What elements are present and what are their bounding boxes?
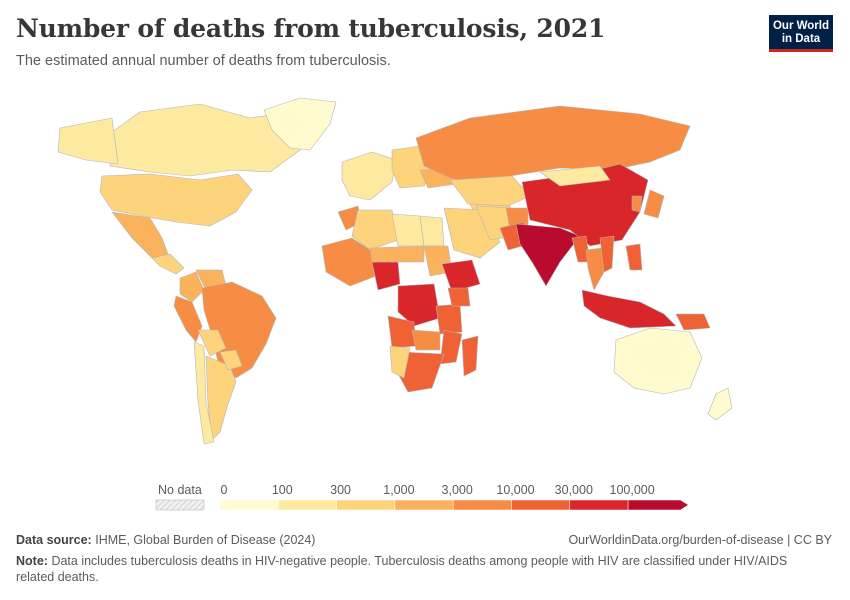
data-source-label: Data source: xyxy=(16,533,92,547)
legend-tick-label: 10,000 xyxy=(496,483,534,497)
region-colombia[interactable]: Colombia xyxy=(179,271,205,303)
chart-title: Number of deaths from tuberculosis, 2021 xyxy=(16,14,606,43)
region-india[interactable]: India xyxy=(515,223,581,287)
region-zambia[interactable]: Zambia xyxy=(411,329,441,351)
note-text: Data includes tuberculosis deaths in HIV… xyxy=(16,554,788,584)
region-chile[interactable]: Chile xyxy=(193,341,215,445)
region-mongolia[interactable]: Mongolia xyxy=(539,165,611,187)
data-source: Data source: IHME, Global Burden of Dise… xyxy=(16,533,315,547)
region-thailand[interactable]: Thailand xyxy=(585,247,605,291)
region-philippines[interactable]: Philippines xyxy=(625,243,643,271)
region-ethiopia[interactable]: Ethiopia xyxy=(441,259,481,293)
region-kenya[interactable]: Kenya xyxy=(447,287,471,307)
region-egypt[interactable]: Egypt xyxy=(419,215,445,247)
legend-bin-0 xyxy=(219,499,279,511)
region-nigeria[interactable]: Nigeria xyxy=(371,261,401,291)
map-legend: No data 0 100 300 1,000 3,000 10,000 30,000 100,… xyxy=(155,483,689,511)
legend-no-data-swatch xyxy=(155,499,205,511)
region-peru[interactable]: Peru xyxy=(173,295,203,343)
region-papua-new-guinea[interactable]: Papua New Guinea xyxy=(675,313,711,331)
region-kazakhstan[interactable]: Kazakhstan xyxy=(449,175,531,207)
region-brazil[interactable]: Brazil xyxy=(201,281,277,379)
logo-line-2: in Data xyxy=(781,33,821,45)
legend-tick-label: 3,000 xyxy=(442,483,473,497)
data-source-text[interactable]: IHME, Global Burden of Disease (2024) xyxy=(95,533,316,547)
region-central-america[interactable]: Central America xyxy=(151,253,185,275)
legend-bin-3 xyxy=(394,499,454,511)
legend-bin-2 xyxy=(336,499,396,511)
region-western-europe[interactable]: Western Europe xyxy=(341,151,397,201)
legend-tick-label: 300 xyxy=(330,483,351,497)
legend-no-data-label: No data xyxy=(158,483,202,497)
region-canada[interactable]: Canada xyxy=(109,103,321,177)
region-sahel[interactable]: Sahel xyxy=(369,245,425,263)
region-united-states[interactable]: United States xyxy=(99,173,253,227)
logo-line-1: Our World xyxy=(772,20,829,32)
region-algeria[interactable]: Algeria xyxy=(351,209,399,251)
region-libya[interactable]: Libya xyxy=(391,213,425,247)
region-tanzania[interactable]: Tanzania xyxy=(435,303,463,335)
legend-bin-5 xyxy=(511,499,571,511)
region-bolivia[interactable]: Bolivia xyxy=(197,329,227,357)
chart-note: Note: Data includes tuberculosis deaths … xyxy=(16,553,826,585)
region-mozambique[interactable]: Mozambique xyxy=(439,329,463,365)
region-korea[interactable]: Korea xyxy=(631,195,643,213)
legend-bin-7 xyxy=(627,499,689,511)
region-paraguay[interactable]: Paraguay xyxy=(219,349,243,371)
world-map[interactable]: CanadaAlaska GreenlandUnited StatesMexico… xyxy=(0,90,850,470)
region-greenland[interactable]: Greenland xyxy=(263,97,337,151)
region-vietnam[interactable]: Vietnam xyxy=(599,235,615,273)
legend-tick-label: 100 xyxy=(272,483,293,497)
region-indonesia[interactable]: Indonesia xyxy=(581,289,677,329)
legend-tick-label: 100,000 xyxy=(610,483,655,497)
region-japan[interactable]: Japan xyxy=(643,189,665,219)
note-label: Note: xyxy=(16,554,48,568)
legend-tick-label: 30,000 xyxy=(555,483,593,497)
chart-subtitle: The estimated annual number of deaths fr… xyxy=(16,53,391,69)
source-url[interactable]: OurWorldinData.org/burden-of-disease | C… xyxy=(568,533,832,547)
region-namibia[interactable]: Namibia xyxy=(389,345,411,379)
region-madagascar[interactable]: Madagascar xyxy=(461,335,479,377)
legend-bin-1 xyxy=(278,499,337,511)
region-australia[interactable]: Australia xyxy=(613,327,703,395)
owid-logo[interactable]: Our World in Data xyxy=(769,15,833,52)
legend-bin-4 xyxy=(452,499,512,511)
region-new-zealand[interactable]: New Zealand xyxy=(707,387,733,421)
region-alaska[interactable]: Alaska xyxy=(57,117,119,165)
legend-tick-label: 0 xyxy=(221,483,228,497)
region-dr-congo[interactable]: DR Congo xyxy=(397,283,441,327)
legend-tick-label: 1,000 xyxy=(383,483,414,497)
legend-bin-6 xyxy=(569,499,629,511)
region-mexico[interactable]: Mexico xyxy=(111,211,169,259)
